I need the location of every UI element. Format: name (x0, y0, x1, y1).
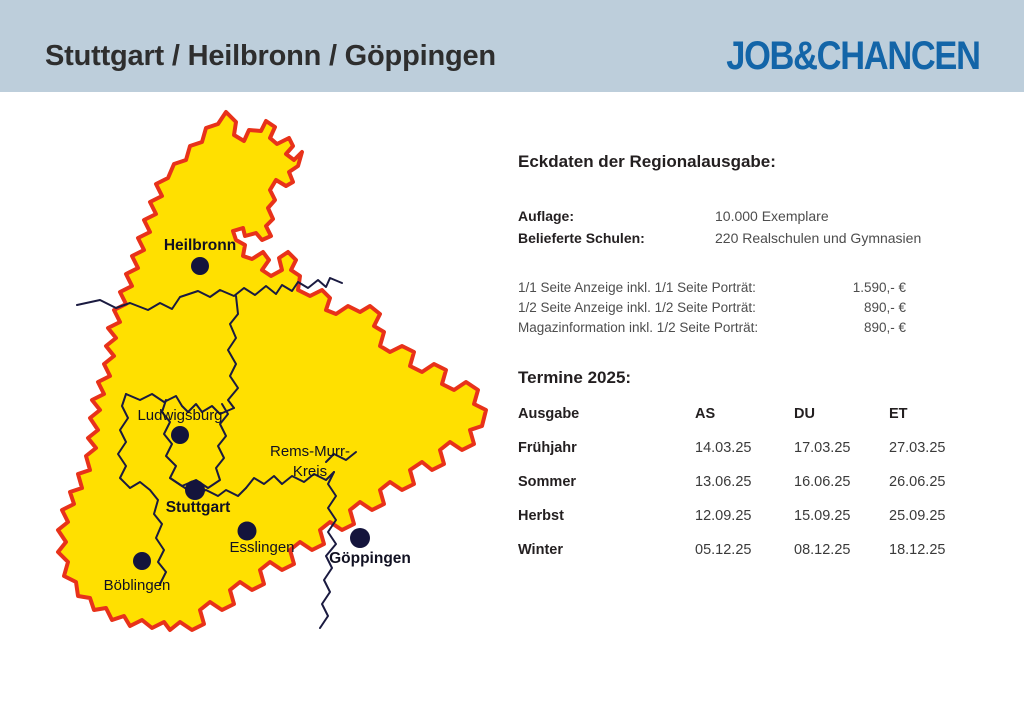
schedule-cell-ausgabe: Frühjahr (518, 440, 577, 456)
header-bar: Stuttgart / Heilbronn / Göppingen JOB&CH… (0, 0, 1024, 92)
map-dot-esslingen (237, 521, 257, 541)
page-title: Stuttgart / Heilbronn / Göppingen (45, 40, 496, 72)
schedule-cell-et: 18.12.25 (889, 542, 946, 558)
fact-label-belieferte-schulen: Belieferte Schulen: (518, 230, 645, 246)
schedule-col-as: AS (695, 406, 716, 422)
schedule-cell-as: 14.03.25 (695, 440, 752, 456)
schedule-col-et: ET (889, 406, 908, 422)
schedule-cell-as: 13.06.25 (695, 474, 752, 490)
schedule-cell-du: 17.03.25 (794, 440, 851, 456)
schedule-row-sommer: Sommer 13.06.25 16.06.25 26.06.25 (518, 474, 988, 508)
eckdaten-heading: Eckdaten der Regionalausgabe: (518, 152, 776, 171)
schedule-cell-ausgabe: Sommer (518, 474, 577, 490)
fact-value-auflage: 10.000 Exemplare (715, 208, 829, 224)
map-label-esslingen: Esslingen (229, 539, 294, 556)
fact-row-auflage: Auflage: 10.000 Exemplare (518, 208, 988, 230)
price-amount-half-page: 890,- € (863, 300, 906, 315)
map-dot-ludwigsburg (171, 426, 189, 444)
info-panel: Eckdaten der Regionalausgabe: Auflage: 1… (518, 140, 988, 600)
map-svg: Heilbronn Ludwigsburg Rems-Murr- Kreis S… (56, 110, 488, 632)
map-label-rems-murr-kreis-line2: Kreis (293, 463, 327, 480)
schedule-cell-et: 26.06.25 (889, 474, 946, 490)
map-label-boeblingen: Böblingen (104, 577, 171, 594)
map-dot-goeppingen (350, 528, 370, 548)
brand-logo: JOB&CHANCEN (726, 34, 982, 78)
schedule-row-herbst: Herbst 12.09.25 15.09.25 25.09.25 (518, 508, 988, 542)
map-dot-stuttgart (185, 480, 205, 500)
termine-heading: Termine 2025: (518, 368, 632, 387)
price-amount-full-page: 1.590,- € (852, 280, 906, 295)
map-label-stuttgart: Stuttgart (166, 499, 231, 516)
map-label-ludwigsburg: Ludwigsburg (137, 407, 222, 424)
map-label-rems-murr-kreis-line1: Rems-Murr- (270, 443, 350, 460)
schedule-row-fruehjahr: Frühjahr 14.03.25 17.03.25 27.03.25 (518, 440, 988, 474)
schedule-col-du: DU (794, 406, 815, 422)
map-dot-heilbronn (191, 257, 209, 275)
schedule-cell-et: 25.09.25 (889, 508, 946, 524)
price-label-full-page: 1/1 Seite Anzeige inkl. 1/1 Seite Porträ… (518, 280, 756, 295)
price-row-full-page: 1/1 Seite Anzeige inkl. 1/1 Seite Porträ… (518, 280, 918, 300)
fact-label-auflage: Auflage: (518, 208, 574, 224)
schedule-row-winter: Winter 05.12.25 08.12.25 18.12.25 (518, 542, 988, 576)
schedule-cell-as: 12.09.25 (695, 508, 752, 524)
schedule-cell-as: 05.12.25 (695, 542, 752, 558)
fact-row-belieferte-schulen: Belieferte Schulen: 220 Realschulen und … (518, 230, 988, 252)
schedule-header-row: Ausgabe AS DU ET (518, 406, 988, 440)
schedule-cell-du: 16.06.25 (794, 474, 851, 490)
map-district-borders (76, 277, 357, 629)
schedule-col-ausgabe: Ausgabe (518, 406, 580, 422)
schedule-cell-du: 08.12.25 (794, 542, 851, 558)
price-label-magazine-info: Magazinformation inkl. 1/2 Seite Porträt… (518, 320, 759, 335)
schedule-cell-ausgabe: Winter (518, 542, 563, 558)
schedule-cell-ausgabe: Herbst (518, 508, 564, 524)
price-label-half-page: 1/2 Seite Anzeige inkl. 1/2 Seite Porträ… (518, 300, 756, 315)
fact-value-belieferte-schulen: 220 Realschulen und Gymnasien (715, 230, 922, 246)
region-map: Heilbronn Ludwigsburg Rems-Murr- Kreis S… (30, 100, 510, 670)
map-label-goeppingen: Göppingen (329, 550, 411, 567)
map-dot-boeblingen (133, 552, 151, 570)
price-amount-magazine-info: 890,- € (863, 320, 906, 335)
schedule-cell-du: 15.09.25 (794, 508, 851, 524)
map-outer-boundary (56, 110, 488, 632)
price-row-magazine-info: Magazinformation inkl. 1/2 Seite Porträt… (518, 320, 918, 340)
map-label-heilbronn: Heilbronn (164, 237, 236, 254)
schedule-cell-et: 27.03.25 (889, 440, 946, 456)
price-row-half-page: 1/2 Seite Anzeige inkl. 1/2 Seite Porträ… (518, 300, 918, 320)
